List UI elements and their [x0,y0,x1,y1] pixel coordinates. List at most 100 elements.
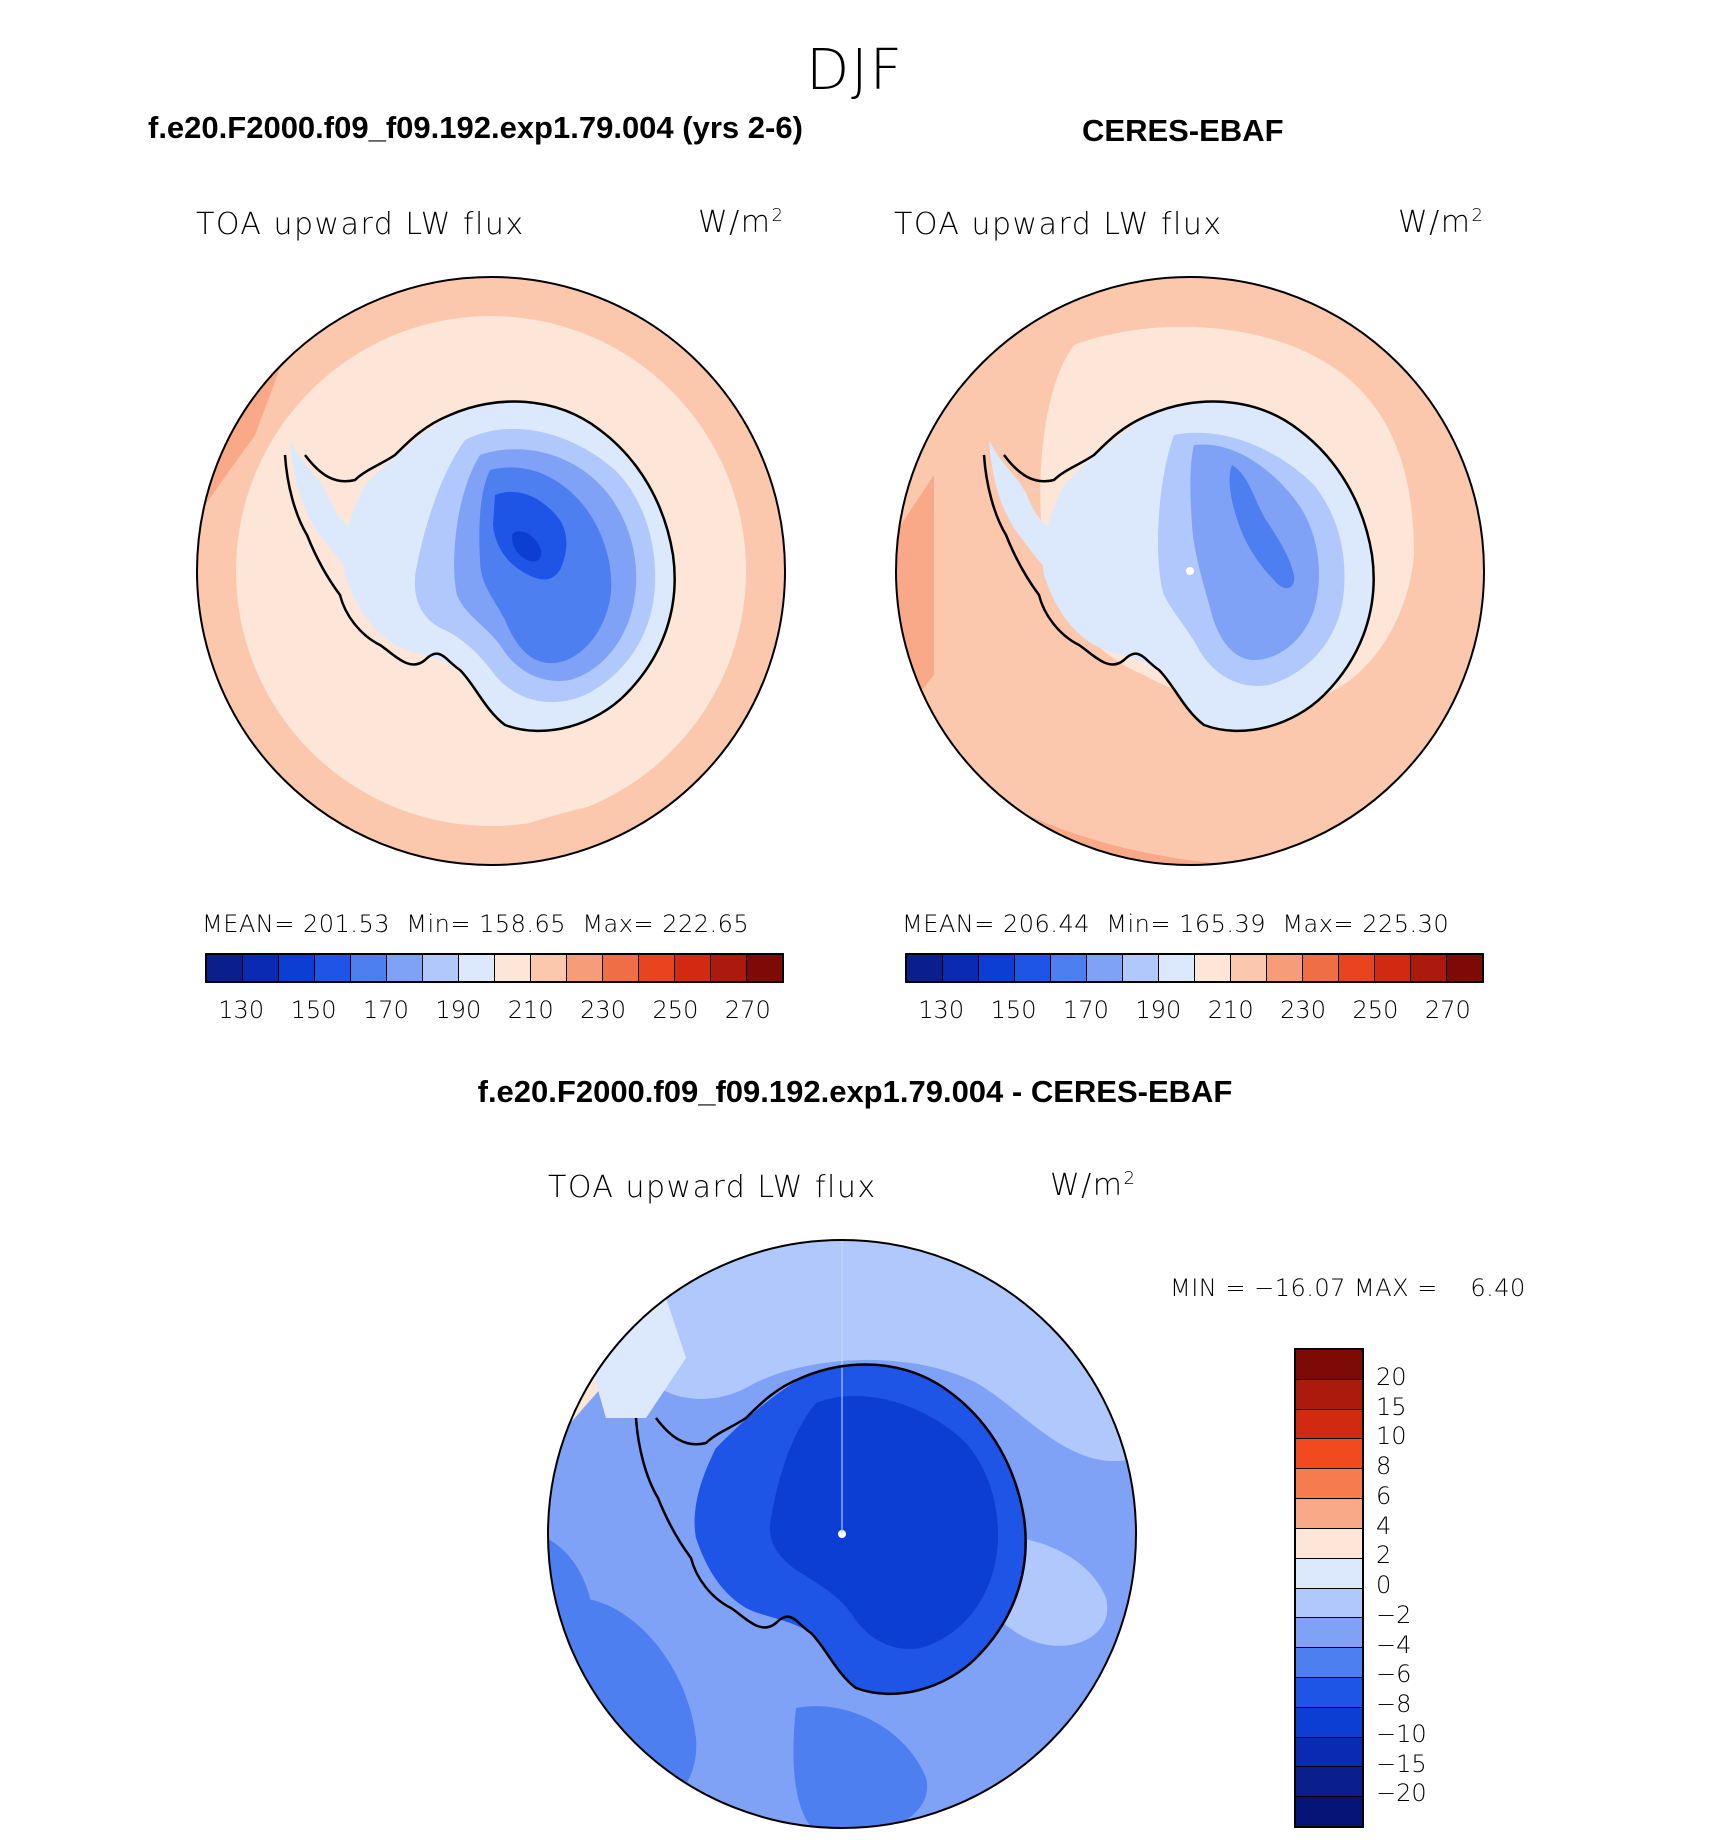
colorbar-tick-label: 15 [1376,1392,1407,1421]
colorbar-swatch [459,955,495,981]
colorbar-tick-label: 250 [1352,996,1399,1024]
model-polar-map [196,276,786,866]
colorbar-swatch [315,955,351,981]
colorbar-tick-label: 170 [1063,996,1109,1024]
model-panel-title: f.e20.F2000.f09_f09.192.exp1.79.004 (yrs… [148,110,803,145]
obs-stats: MEAN= 206.44 Min= 165.39 Max= 225.30 [902,910,1450,938]
colorbar-tick-label: 0 [1376,1571,1392,1599]
colorbar-tick-label: 190 [435,996,482,1024]
colorbar-tick-label: 210 [1207,996,1254,1024]
colorbar-tick-label: −15 [1376,1749,1427,1778]
colorbar-swatch [603,955,639,981]
colorbar-swatch [279,955,315,981]
colorbar-swatch [1296,1350,1362,1380]
colorbar-swatch [1296,1618,1362,1649]
colorbar-tick-label: 270 [1424,996,1471,1024]
colorbar-swatch [531,955,567,981]
colorbar-swatch [1267,955,1303,981]
colorbar-swatch [907,955,943,981]
colorbar-swatch [1339,955,1375,981]
colorbar-swatch [1296,1767,1362,1798]
colorbar-tick-label: −6 [1376,1660,1412,1689]
colorbar-swatch [1296,1648,1362,1678]
colorbar-tick-label: −10 [1376,1719,1427,1748]
colorbar-swatch [1296,1677,1362,1708]
colorbar-tick-label: −4 [1376,1630,1412,1659]
colorbar-tick-label: 2 [1376,1541,1392,1570]
colorbar-swatch [1303,955,1339,981]
obs-panel-title: CERES-EBAF [1082,113,1284,148]
model-stats: MEAN= 201.53 Min= 158.65 Max= 222.65 [202,910,750,938]
colorbar-swatch [979,955,1015,981]
colorbar-tick-label: 230 [1280,996,1326,1024]
colorbar-swatch [1296,1558,1362,1589]
colorbar-swatch [243,955,279,981]
colorbar-swatch [943,955,979,981]
model-colorbar [205,953,784,983]
colorbar-swatch [1296,1499,1362,1529]
colorbar-swatch [1296,1439,1362,1470]
colorbar-swatch [207,955,243,981]
colorbar-swatch [1159,955,1195,981]
colorbar-swatch [1087,955,1123,981]
colorbar-swatch [1375,955,1411,981]
colorbar-swatch [1296,1737,1362,1768]
obs-variable-label: TOA upward LW flux [894,207,1223,242]
colorbar-swatch [567,955,603,981]
colorbar-swatch [1411,955,1447,981]
colorbar-swatch [639,955,675,981]
colorbar-swatch [1447,955,1482,981]
colorbar-tick-label: 150 [290,996,337,1024]
colorbar-swatch [1231,955,1267,981]
colorbar-tick-label: 150 [990,996,1037,1024]
colorbar-tick-label: −8 [1376,1690,1412,1718]
colorbar-tick-label: 6 [1376,1481,1392,1510]
colorbar-tick-label: 210 [507,996,554,1024]
colorbar-swatch [351,955,387,981]
colorbar-swatch [1195,955,1231,981]
model-colorbar-labels: 130 150 170 190 210 230 250 270 [205,996,784,1026]
colorbar-tick-label: 230 [580,996,626,1024]
colorbar-swatch [747,955,782,981]
colorbar-tick-label: 250 [652,996,699,1024]
colorbar-swatch [495,955,531,981]
colorbar-tick-label: −2 [1376,1600,1412,1629]
colorbar-tick-label: 130 [918,996,965,1024]
colorbar-tick-label: 190 [1135,996,1182,1024]
model-units-label: W/m2 [698,205,785,240]
colorbar-swatch [1296,1707,1362,1738]
colorbar-swatch [1296,1588,1362,1619]
diff-units-label: W/m2 [1050,1168,1137,1203]
colorbar-swatch [1296,1469,1362,1500]
colorbar-swatch [1123,955,1159,981]
colorbar-tick-label: 4 [1376,1511,1392,1540]
colorbar-swatch [1296,1797,1362,1826]
colorbar-swatch [387,955,423,981]
obs-polar-map [895,276,1485,866]
colorbar-tick-label: 170 [363,996,409,1024]
diff-minmax: MIN = −16.07 MAX = 6.40 [1170,1274,1526,1302]
colorbar-swatch [423,955,459,981]
season-title: DJF [806,38,904,103]
obs-colorbar-labels: 130 150 170 190 210 230 250 270 [905,996,1484,1026]
diff-panel-title: f.e20.F2000.f09_f09.192.exp1.79.004 - CE… [477,1074,1233,1109]
colorbar-tick-label: 10 [1376,1422,1407,1451]
colorbar-swatch [1296,1409,1362,1440]
obs-units-label: W/m2 [1398,205,1485,240]
obs-colorbar [905,953,1484,983]
colorbar-swatch [675,955,711,981]
colorbar-swatch [1015,955,1051,981]
colorbar-tick-label: 8 [1376,1452,1392,1480]
colorbar-tick-label: 20 [1376,1362,1407,1391]
colorbar-swatch [1296,1528,1362,1559]
diff-polar-map [547,1239,1137,1829]
diff-variable-label: TOA upward LW flux [548,1170,877,1205]
colorbar-swatch [1296,1379,1362,1410]
colorbar-tick-label: −20 [1376,1779,1427,1808]
colorbar-swatch [1051,955,1087,981]
model-variable-label: TOA upward LW flux [196,207,525,242]
colorbar-swatch [711,955,747,981]
colorbar-tick-label: 130 [218,996,265,1024]
colorbar-tick-label: 270 [724,996,771,1024]
diff-colorbar-labels: 20 15 10 8 6 4 2 0 −2 −4 −6 −8 −10 −15 −20 [1376,1348,1476,1828]
